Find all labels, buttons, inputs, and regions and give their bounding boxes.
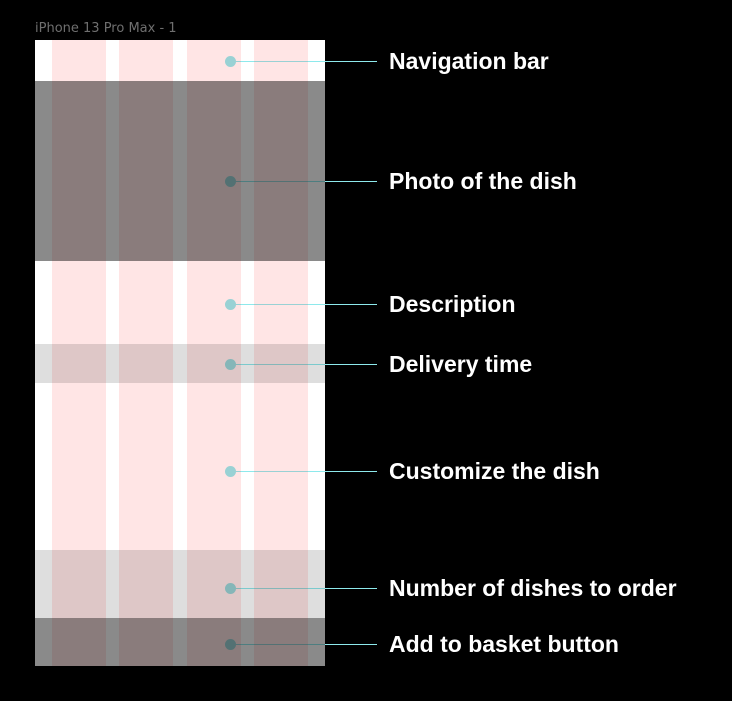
callout-label: Number of dishes to order [389, 575, 677, 601]
callout-dot [225, 359, 236, 370]
callout-dot [225, 466, 236, 477]
callout-dot [225, 639, 236, 650]
number-of-dishes-section-block [35, 550, 325, 618]
phone-frame [35, 40, 325, 666]
layout-grid-column [187, 40, 241, 666]
callout-dot [225, 176, 236, 187]
delivery-time-section-block [35, 344, 325, 383]
callout-dot [225, 56, 236, 67]
callout-label: Add to basket button [389, 631, 619, 657]
callout-label: Delivery time [389, 351, 533, 377]
callout-line [231, 471, 377, 472]
callout-dot [225, 299, 236, 310]
callout-line [231, 61, 377, 62]
callout-line [231, 588, 377, 589]
layout-grid-column [254, 40, 308, 666]
callout-line [231, 304, 377, 305]
callout-dot [225, 583, 236, 594]
layout-grid-column [52, 40, 106, 666]
callout-line [231, 364, 377, 365]
callout-label: Description [389, 291, 516, 317]
layout-grid-column [119, 40, 173, 666]
callout-label: Customize the dish [389, 458, 600, 484]
callout-label: Navigation bar [389, 48, 549, 74]
photo-section-block [35, 81, 325, 261]
add-to-basket-section-block [35, 618, 325, 666]
frame-title: iPhone 13 Pro Max - 1 [35, 21, 177, 36]
callout-label: Photo of the dish [389, 168, 577, 194]
callout-line [231, 644, 377, 645]
callout-line [231, 181, 377, 182]
